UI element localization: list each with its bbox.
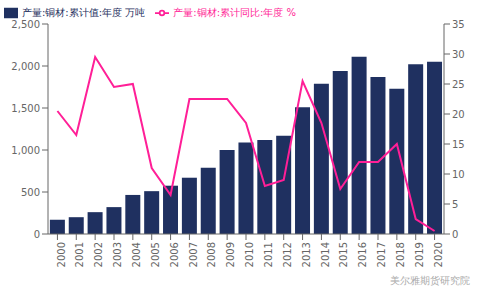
svg-text:2009: 2009 bbox=[225, 242, 236, 267]
svg-text:2015: 2015 bbox=[338, 242, 349, 267]
svg-text:2014: 2014 bbox=[320, 242, 331, 267]
svg-text:1,500: 1,500 bbox=[11, 103, 40, 114]
svg-text:5: 5 bbox=[452, 199, 458, 210]
html-text:产量:铜材:累计值:年度 万吨: 产量:铜材:累计值:年度 万吨 bbox=[22, 7, 146, 18]
svg-text:0: 0 bbox=[34, 229, 40, 240]
svg-text:2004: 2004 bbox=[131, 242, 142, 267]
svg-text:1,000: 1,000 bbox=[11, 145, 40, 156]
svg-text:15: 15 bbox=[452, 139, 465, 150]
svg-text:2,500: 2,500 bbox=[11, 19, 40, 30]
svg-text:20: 20 bbox=[452, 109, 465, 120]
svg-text:2001: 2001 bbox=[74, 242, 85, 267]
svg-text:25: 25 bbox=[452, 79, 465, 90]
svg-text:2011: 2011 bbox=[263, 242, 274, 267]
svg-text:2012: 2012 bbox=[282, 242, 293, 267]
svg-text:30: 30 bbox=[452, 49, 465, 60]
html-text:产量:铜材:累计同比:年度 %: 产量:铜材:累计同比:年度 % bbox=[173, 7, 297, 18]
svg-text:2018: 2018 bbox=[395, 242, 406, 267]
svg-text:2002: 2002 bbox=[93, 242, 104, 267]
svg-text:0: 0 bbox=[452, 229, 458, 240]
svg-text:2000: 2000 bbox=[56, 242, 67, 267]
svg-text:10: 10 bbox=[452, 169, 465, 180]
svg-text:2003: 2003 bbox=[112, 242, 123, 267]
svg-text:2,000: 2,000 bbox=[11, 61, 40, 72]
svg-text:2010: 2010 bbox=[244, 242, 255, 267]
svg-text:2016: 2016 bbox=[357, 242, 368, 267]
svg-text:2013: 2013 bbox=[301, 242, 312, 267]
html-text:美尔雅期货研究院: 美尔雅期货研究院 bbox=[390, 275, 470, 286]
svg-text:2006: 2006 bbox=[169, 242, 180, 267]
svg-text:2020: 2020 bbox=[433, 242, 444, 267]
svg-text:2005: 2005 bbox=[150, 242, 161, 267]
svg-text:2007: 2007 bbox=[188, 242, 199, 267]
svg-text:2019: 2019 bbox=[414, 242, 425, 267]
svg-text:2008: 2008 bbox=[206, 242, 217, 267]
svg-text:2017: 2017 bbox=[376, 242, 387, 267]
svg-text:500: 500 bbox=[21, 187, 40, 198]
svg-text:35: 35 bbox=[452, 19, 465, 30]
